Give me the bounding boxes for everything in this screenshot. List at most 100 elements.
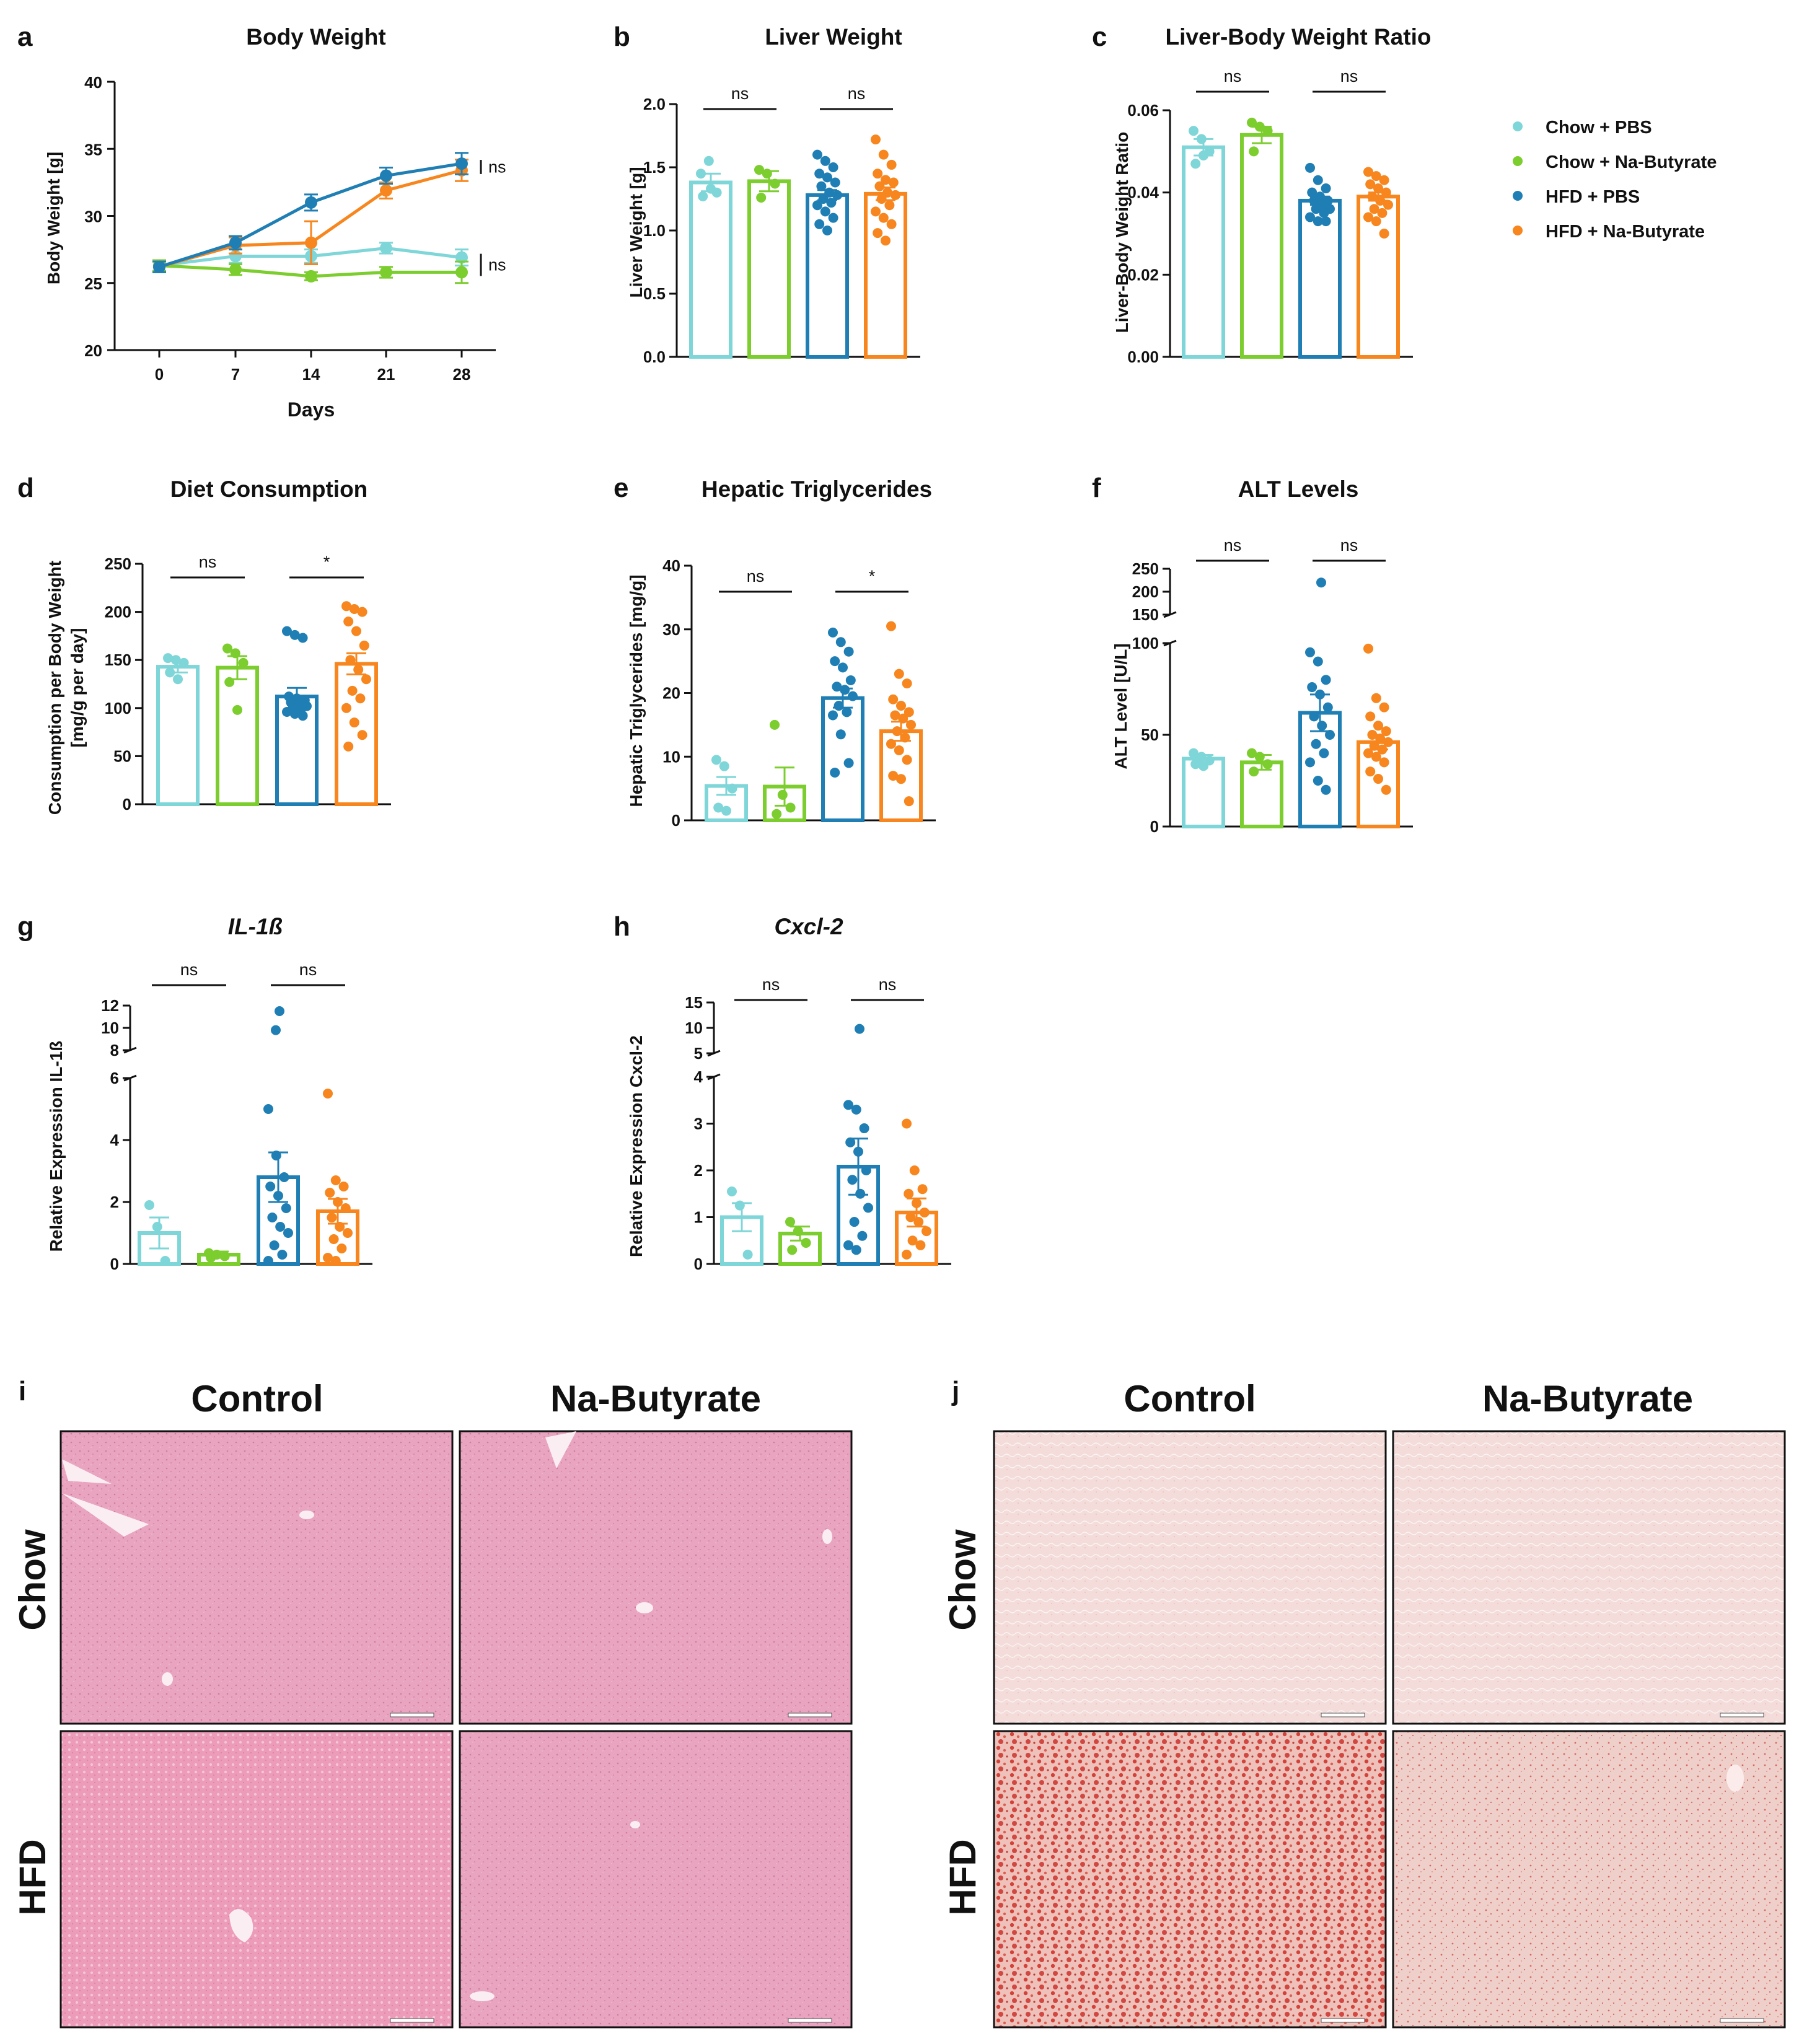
data-point xyxy=(830,177,840,188)
y-tick-label: 0 xyxy=(672,811,680,830)
data-point xyxy=(845,675,856,685)
data-point xyxy=(843,646,854,657)
data-point xyxy=(271,1151,281,1160)
significance-label: ns xyxy=(488,256,506,274)
y-axis-label-e: Hepatic Triglycerides [mg/g] xyxy=(627,575,646,807)
bar xyxy=(747,179,791,359)
data-point xyxy=(842,707,852,717)
data-point xyxy=(380,242,392,255)
data-point xyxy=(851,1104,861,1115)
data-point xyxy=(1317,721,1327,731)
data-point xyxy=(1254,121,1265,132)
data-point xyxy=(330,1175,341,1185)
data-point xyxy=(873,169,883,179)
data-point xyxy=(863,1203,873,1213)
data-point xyxy=(323,1089,333,1099)
micrograph-he-chow-control xyxy=(59,1430,454,1725)
data-point xyxy=(1381,726,1391,737)
significance-label: ns xyxy=(731,84,749,103)
significance-label: ns xyxy=(747,567,765,586)
data-point xyxy=(343,741,354,752)
data-point xyxy=(282,707,292,717)
data-point xyxy=(1305,162,1315,173)
data-point xyxy=(1262,759,1273,770)
data-point xyxy=(238,657,249,668)
data-point xyxy=(345,655,356,665)
data-point xyxy=(896,701,906,711)
data-point xyxy=(1199,761,1208,771)
data-point xyxy=(917,1184,928,1195)
bar-chart-d: 0 50 100 150 200 250 ns * xyxy=(105,553,391,814)
y-tick-label: 50 xyxy=(113,747,131,765)
panel-letter-h: h xyxy=(614,911,630,942)
y-tick-label: 150 xyxy=(105,651,131,669)
data-point xyxy=(357,607,367,617)
data-point-outlier xyxy=(855,1024,864,1034)
chart-title-g: IL-1ß xyxy=(228,914,283,939)
column-label-na-butyrate: Na-Butyrate xyxy=(1482,1378,1693,1419)
data-point xyxy=(881,235,891,246)
data-point xyxy=(1377,744,1388,755)
data-point xyxy=(835,729,846,740)
y-tick-label: 100 xyxy=(105,699,131,717)
data-point xyxy=(721,805,731,816)
data-point xyxy=(357,730,367,740)
significance-label: ns xyxy=(1340,536,1358,555)
data-point xyxy=(859,1123,869,1134)
data-point xyxy=(1371,752,1381,762)
x-tick-label: 0 xyxy=(155,365,164,384)
y-tick-label: 6 xyxy=(110,1069,119,1087)
legend-item: Chow + Na-Butyrate xyxy=(1513,152,1717,172)
data-point xyxy=(912,1198,921,1208)
data-point xyxy=(1365,179,1376,190)
y-tick-label: 4 xyxy=(694,1068,703,1086)
bar xyxy=(1240,133,1283,359)
y-tick-label: 35 xyxy=(84,140,102,159)
y-tick-label: 30 xyxy=(662,620,680,639)
data-point xyxy=(1367,191,1378,202)
data-point xyxy=(1249,766,1259,777)
y-axis-label-b: Liver Weight [g] xyxy=(627,167,646,297)
significance-label: ns xyxy=(488,157,506,176)
bar-chart-g: 0 2 4 6 8 10 12 ns ns xyxy=(101,960,372,1273)
data-point xyxy=(275,1222,286,1232)
data-point xyxy=(1190,759,1201,770)
data-point xyxy=(1371,216,1381,227)
panel-letter-i: i xyxy=(19,1376,26,1406)
y-tick-label: 100 xyxy=(1132,634,1159,652)
data-point xyxy=(1363,748,1373,758)
data-point xyxy=(906,719,916,730)
data-point xyxy=(881,175,891,185)
y-tick-label: 0.02 xyxy=(1127,265,1159,284)
panel-letter-d: d xyxy=(17,473,34,503)
micrograph-oro-hfd-control xyxy=(993,1730,1387,2029)
data-point xyxy=(343,616,354,627)
data-point xyxy=(820,156,830,166)
data-point xyxy=(898,713,908,724)
data-point xyxy=(232,704,242,715)
data-point xyxy=(1189,126,1199,136)
y-tick-label: 40 xyxy=(662,556,680,575)
bar xyxy=(216,665,259,806)
data-point xyxy=(282,626,292,636)
data-point xyxy=(1321,216,1331,227)
micrograph-he-hfd-control xyxy=(59,1730,454,2029)
y-axis-label-c: Liver-Body Weight Ratio xyxy=(1112,132,1132,333)
data-point xyxy=(835,637,846,647)
legend-item: HFD + Na-Butyrate xyxy=(1513,222,1705,242)
y-tick-label: 40 xyxy=(84,73,102,92)
panel-letter-c: c xyxy=(1092,22,1107,52)
data-point xyxy=(742,1249,753,1260)
significance-label: * xyxy=(869,567,876,586)
data-point xyxy=(1313,216,1323,227)
data-point xyxy=(349,603,359,614)
data-point xyxy=(845,1137,856,1147)
data-point xyxy=(762,169,772,179)
data-point xyxy=(828,710,838,721)
y-tick-label: 0.5 xyxy=(643,284,666,303)
y-axis-label-g: Relative Expression IL-1ß xyxy=(46,1041,66,1252)
data-point xyxy=(871,134,881,145)
data-point xyxy=(909,1165,920,1175)
data-point xyxy=(801,1238,811,1248)
column-label-na-butyrate: Na-Butyrate xyxy=(550,1378,761,1419)
